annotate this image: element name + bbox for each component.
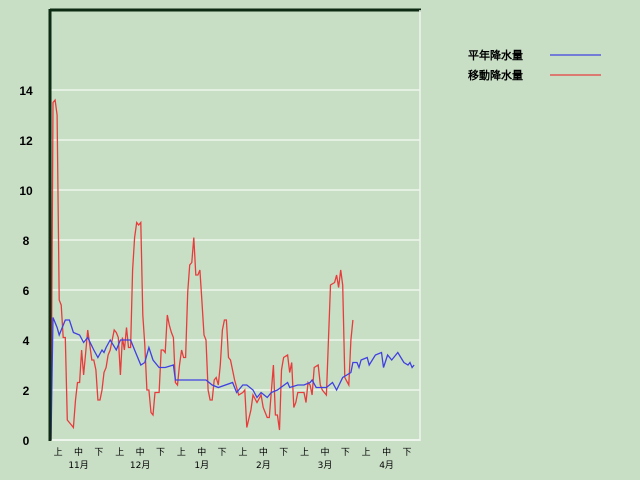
month-label: 1月 [194,460,209,471]
y-axis-ticks: 0 2 4 6 8 10 12 14 [19,84,33,448]
month-label: 11月 [68,460,88,471]
x-axis-ticks: 上中下11月上中下12月上中下1月上中下2月上中下3月上中下4月 [54,446,412,471]
month-label: 2月 [256,460,271,471]
y-tick-label: 6 [23,284,30,298]
x-tick-label: 上 [177,447,186,458]
x-tick-label: 中 [320,446,329,458]
x-tick-label: 上 [54,447,63,458]
x-tick-label: 上 [238,447,247,458]
x-tick-label: 下 [218,448,227,458]
y-tick-label: 12 [19,134,33,148]
series-lines [50,98,415,441]
y-tick-label: 14 [19,84,33,98]
x-tick-label: 中 [136,446,145,458]
x-tick-label: 中 [197,446,206,458]
x-tick-label: 下 [94,448,103,458]
month-label: 4月 [379,460,394,471]
x-tick-label: 中 [382,446,391,458]
legend-label-moving: 移動降水量 [468,68,523,82]
x-tick-label: 中 [74,446,83,458]
y-tick-label: 4 [23,334,30,348]
legend: 平年降水量 移動降水量 [468,48,601,82]
series-line [50,98,354,441]
month-label: 3月 [318,460,333,471]
x-tick-label: 上 [115,447,124,458]
y-tick-label: 0 [23,434,30,448]
x-tick-label: 上 [300,447,309,458]
x-tick-label: 下 [402,448,411,458]
y-tick-label: 2 [23,384,30,398]
grid-lines [51,89,420,441]
series-line [50,317,415,441]
x-tick-label: 中 [259,446,268,458]
month-label: 12月 [130,460,150,471]
y-tick-label: 10 [19,184,33,198]
x-tick-label: 下 [341,448,350,458]
y-tick-label: 8 [23,234,30,248]
x-tick-label: 下 [156,448,165,458]
x-tick-label: 下 [279,448,288,458]
x-tick-label: 上 [362,447,371,458]
legend-label-normal: 平年降水量 [468,48,523,62]
